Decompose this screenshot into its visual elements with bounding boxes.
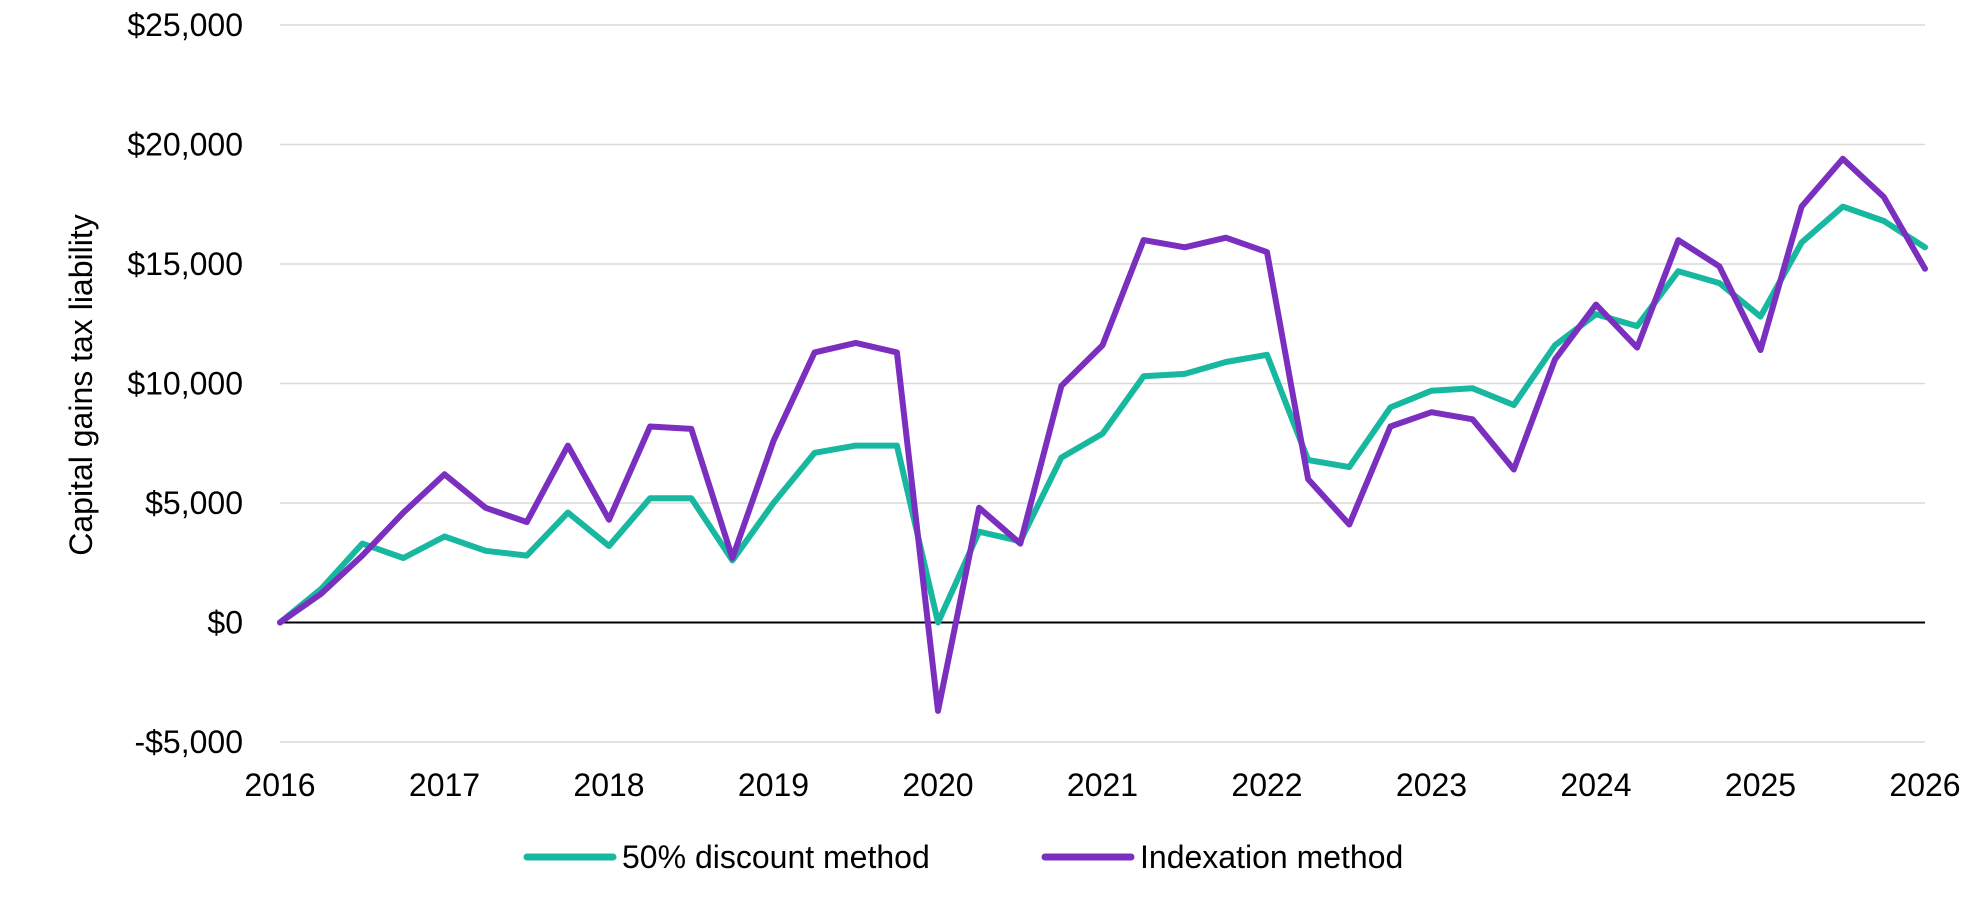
y-tick-label: $5,000 <box>145 485 243 521</box>
x-tick-label: 2016 <box>244 767 315 803</box>
legend: 50% discount method Indexation method <box>523 839 1403 875</box>
x-tick-label: 2024 <box>1560 767 1631 803</box>
x-tick-label: 2023 <box>1396 767 1467 803</box>
series-line-indexation-method <box>277 155 1928 714</box>
x-tick-label: 2025 <box>1725 767 1796 803</box>
y-tick-label: $20,000 <box>127 127 243 163</box>
x-tick-label: 2021 <box>1067 767 1138 803</box>
y-tick-label: $15,000 <box>127 246 243 282</box>
x-tick-label: 2018 <box>573 767 644 803</box>
legend-label: 50% discount method <box>622 839 930 875</box>
legend-label: Indexation method <box>1140 839 1403 875</box>
y-axis-tick-labels: -$5,000 $0 $5,000 $10,000 $15,000 $20,000 $25,… <box>127 7 243 760</box>
x-tick-label: 2022 <box>1231 767 1302 803</box>
gridlines <box>280 24 1925 743</box>
x-tick-label: 2020 <box>902 767 973 803</box>
x-tick-label: 2026 <box>1889 767 1960 803</box>
y-tick-label: $0 <box>207 605 243 641</box>
x-tick-label: 2019 <box>738 767 809 803</box>
series-line-discount-method <box>277 203 1928 626</box>
y-tick-label: $10,000 <box>127 366 243 402</box>
series-lines <box>277 155 1928 714</box>
y-tick-label: -$5,000 <box>134 724 243 760</box>
x-axis-tick-labels: 2016 2017 2018 2019 2020 2021 2022 2023 2024 2025… <box>244 767 1960 803</box>
x-tick-label: 2017 <box>409 767 480 803</box>
y-tick-label: $25,000 <box>127 7 243 43</box>
y-axis-title: Capital gains tax liability <box>63 214 99 556</box>
